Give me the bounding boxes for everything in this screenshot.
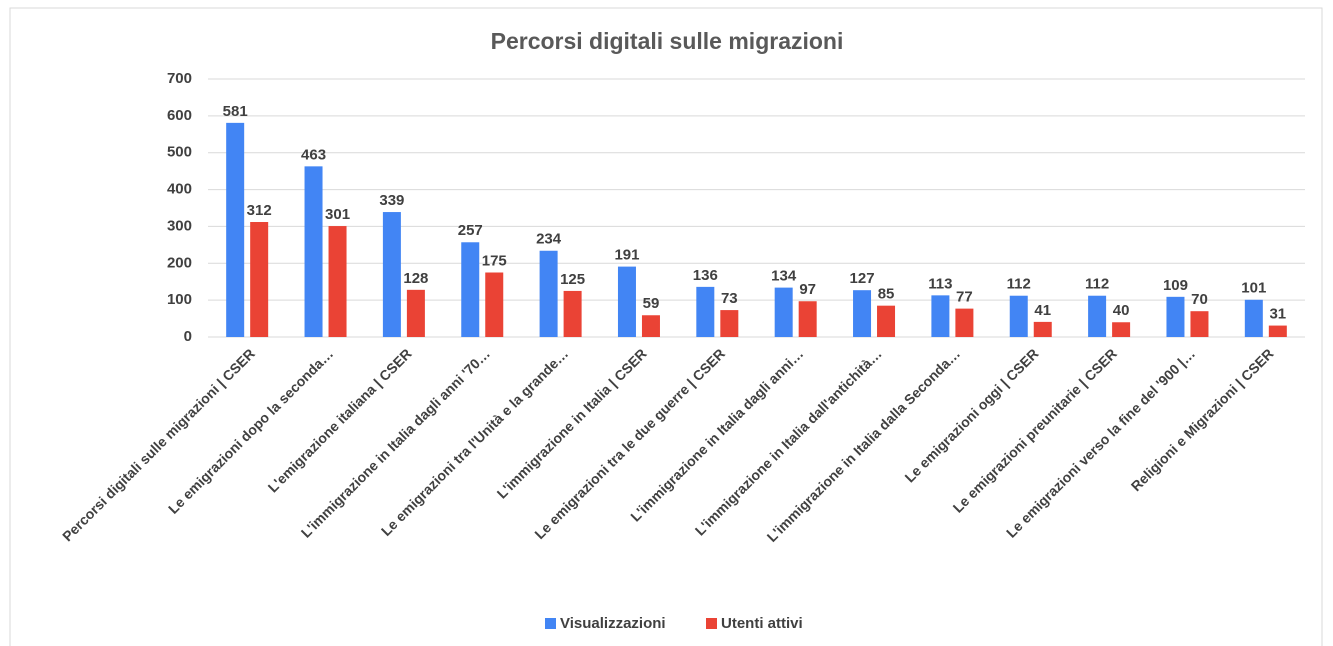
data-label: 112 — [1085, 276, 1109, 293]
data-label: 127 — [850, 270, 875, 287]
legend-swatch — [706, 618, 717, 629]
legend-label: Visualizzazioni — [560, 615, 666, 632]
y-tick-label: 200 — [167, 254, 192, 271]
data-label: 125 — [560, 271, 585, 288]
data-label: 191 — [614, 247, 639, 264]
y-tick-label: 0 — [184, 328, 192, 345]
data-label: 101 — [1241, 280, 1266, 297]
data-label: 40 — [1113, 302, 1130, 319]
bar — [1009, 295, 1028, 337]
data-label: 109 — [1163, 277, 1188, 294]
data-label: 113 — [928, 275, 952, 292]
bar — [539, 250, 558, 337]
bar — [798, 301, 817, 337]
y-tick-label: 700 — [167, 70, 192, 87]
bar — [853, 290, 872, 337]
bar — [382, 212, 401, 337]
data-label: 77 — [956, 289, 973, 306]
legend-label: Utenti attivi — [721, 615, 803, 632]
bar — [485, 272, 504, 337]
bar — [461, 242, 480, 337]
bar — [617, 266, 636, 337]
data-label: 136 — [693, 267, 718, 284]
data-label: 73 — [721, 290, 738, 307]
bar — [877, 305, 896, 337]
bar — [720, 310, 739, 337]
data-label: 257 — [458, 222, 483, 239]
data-label: 234 — [536, 231, 562, 248]
bar — [1112, 322, 1131, 337]
bar — [931, 295, 950, 337]
data-label: 134 — [771, 268, 797, 285]
data-label: 581 — [223, 103, 248, 120]
bar — [1244, 299, 1263, 337]
y-tick-label: 400 — [167, 181, 192, 198]
y-tick-label: 600 — [167, 107, 192, 124]
bar — [226, 122, 245, 337]
bar — [406, 289, 425, 337]
legend-swatch — [545, 618, 556, 629]
data-label: 339 — [379, 192, 404, 209]
data-label: 128 — [403, 270, 428, 287]
bar — [641, 315, 660, 337]
data-label: 301 — [325, 206, 350, 223]
bar — [1088, 295, 1107, 337]
data-label: 112 — [1007, 276, 1031, 293]
bar — [696, 286, 715, 337]
y-tick-label: 500 — [167, 144, 192, 161]
y-tick-label: 300 — [167, 217, 192, 234]
chart-title: Percorsi digitali sulle migrazioni — [491, 28, 844, 54]
bar — [328, 226, 347, 337]
data-label: 31 — [1269, 306, 1286, 323]
data-label: 175 — [482, 252, 507, 269]
bar — [1190, 311, 1209, 337]
bar — [304, 166, 323, 337]
data-label: 463 — [301, 146, 326, 163]
data-label: 85 — [878, 286, 895, 303]
data-label: 70 — [1191, 291, 1208, 308]
y-tick-label: 100 — [167, 291, 192, 308]
data-label: 97 — [799, 281, 816, 298]
bar — [955, 308, 974, 337]
bar — [250, 222, 269, 337]
bar — [1268, 325, 1287, 337]
bar — [1166, 296, 1185, 337]
bar — [563, 290, 582, 337]
bar — [1033, 321, 1052, 337]
bar — [774, 287, 793, 337]
data-label: 59 — [643, 295, 660, 312]
data-label: 41 — [1034, 302, 1051, 319]
data-label: 312 — [247, 202, 272, 219]
